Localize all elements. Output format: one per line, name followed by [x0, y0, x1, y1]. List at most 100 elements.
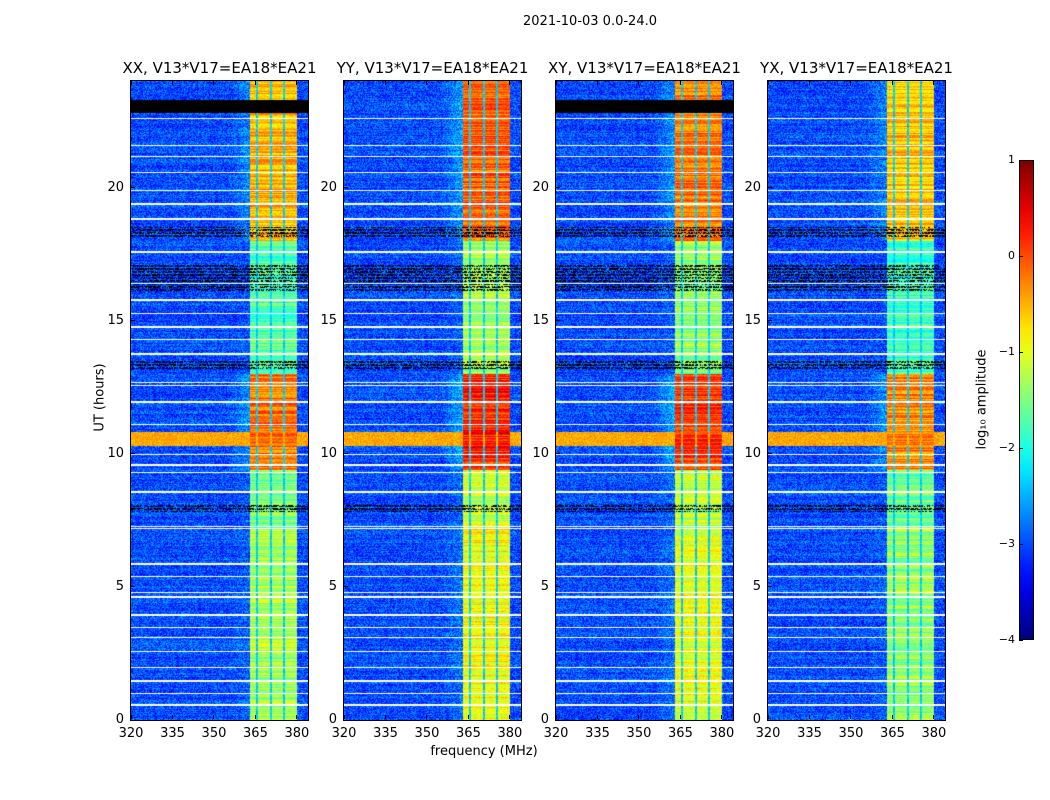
colorbar — [1019, 160, 1034, 640]
colorbar-tick-mark — [1019, 256, 1023, 257]
panel-title: YX, V13*V17=EA18*EA21 — [760, 59, 953, 77]
y-tick-mark — [344, 453, 348, 455]
x-tick-label: 380 — [497, 726, 523, 741]
y-tick-mark — [344, 719, 348, 721]
x-tick-mark — [467, 715, 469, 719]
x-tick-mark — [555, 715, 557, 719]
x-tick-mark — [891, 81, 893, 85]
x-tick-mark — [343, 715, 345, 719]
y-tick-label: 15 — [107, 312, 124, 328]
colorbar-tick-mark — [1019, 640, 1023, 641]
x-tick-mark — [130, 81, 132, 85]
x-tick-mark — [638, 715, 640, 719]
y-tick-label: 0 — [115, 712, 124, 727]
x-tick-label: 350 — [626, 726, 652, 741]
x-tick-label: 335 — [797, 726, 822, 741]
y-tick-mark — [131, 586, 135, 588]
x-tick-label: 380 — [284, 726, 310, 741]
x-tick-label: 320 — [755, 726, 781, 741]
colorbar-tick-mark — [1019, 352, 1023, 353]
x-tick-mark — [721, 81, 723, 85]
y-tick-mark — [131, 453, 135, 455]
x-tick-mark — [679, 715, 681, 719]
y-tick-mark — [768, 719, 772, 721]
x-tick-label: 365 — [456, 726, 481, 741]
heatmap-image — [768, 81, 945, 720]
colorbar-tick-label: 0 — [1008, 249, 1015, 262]
figure-title: 2021-10-03 0.0-24.0 — [523, 14, 657, 29]
y-tick-mark — [768, 187, 772, 188]
y-tick-mark — [768, 453, 772, 455]
x-tick-mark — [130, 715, 132, 719]
heatmap-panel: YX, V13*V17=EA18*EA21 320 335 350 365 380 0 5 10… — [744, 59, 952, 741]
x-tick-label: 365 — [668, 726, 693, 741]
y-tick-label: 0 — [328, 712, 337, 727]
x-tick-mark — [509, 81, 511, 85]
y-tick-mark — [131, 187, 135, 188]
y-tick-label: 5 — [115, 578, 124, 594]
x-tick-label: 380 — [921, 726, 947, 741]
y-tick-mark — [344, 187, 348, 188]
colorbar-tick-label: 1 — [1008, 153, 1015, 166]
x-tick-mark — [767, 715, 769, 719]
x-tick-label: 350 — [414, 726, 440, 741]
x-tick-mark — [296, 715, 298, 719]
y-tick-label: 20 — [107, 179, 124, 195]
panel-title: XY, V13*V17=EA18*EA21 — [548, 59, 741, 77]
x-tick-mark — [467, 81, 469, 85]
x-tick-mark — [254, 715, 256, 719]
x-tick-mark — [213, 81, 215, 85]
y-tick-label: 5 — [328, 578, 337, 594]
y-tick-mark — [556, 320, 560, 322]
heatmap-panel: YY, V13*V17=EA18*EA21 320 335 350 365 380 0 5 10… — [320, 59, 528, 741]
y-tick-label: 5 — [540, 578, 549, 594]
y-tick-mark — [768, 320, 772, 322]
x-tick-mark — [808, 715, 810, 719]
colorbar-tick-mark — [1019, 160, 1023, 161]
y-tick-label: 20 — [744, 179, 761, 195]
x-tick-label: 335 — [160, 726, 185, 741]
y-tick-label: 10 — [320, 445, 337, 461]
panel-title: XX, V13*V17=EA18*EA21 — [122, 59, 317, 77]
x-tick-mark — [343, 81, 345, 85]
heatmap-image — [556, 81, 733, 720]
x-tick-label: 380 — [709, 726, 735, 741]
x-tick-mark — [679, 81, 681, 85]
y-tick-mark — [556, 719, 560, 721]
x-tick-label: 320 — [543, 726, 569, 741]
x-axis-label: frequency (MHz) — [430, 744, 538, 759]
x-tick-mark — [891, 715, 893, 719]
x-tick-mark — [213, 715, 215, 719]
heatmap-panel: XX, V13*V17=EA18*EA21 320 335 350 365 380 0 5 10… — [107, 59, 316, 741]
colorbar-tick-label: −4 — [998, 633, 1015, 646]
heatmap-image — [131, 81, 308, 720]
y-tick-mark — [344, 586, 348, 588]
y-tick-label: 20 — [532, 179, 549, 195]
y-tick-mark — [556, 187, 560, 188]
y-tick-mark — [556, 453, 560, 455]
colorbar-tick-mark — [1019, 448, 1023, 449]
x-tick-mark — [721, 715, 723, 719]
colorbar-tick-label: −3 — [998, 537, 1015, 550]
colorbar-label: log₁₀ amplitude — [974, 349, 990, 450]
x-tick-mark — [596, 715, 598, 719]
y-axis-label: UT (hours) — [92, 363, 108, 432]
x-tick-mark — [254, 81, 256, 85]
y-tick-mark — [556, 586, 560, 588]
y-tick-label: 15 — [744, 312, 761, 328]
y-tick-label: 0 — [752, 712, 761, 727]
x-tick-label: 335 — [585, 726, 610, 741]
y-tick-mark — [768, 586, 772, 588]
x-tick-mark — [171, 81, 173, 85]
x-tick-label: 335 — [373, 726, 398, 741]
heatmap-panel: XY, V13*V17=EA18*EA21 320 335 350 365 380 0 5 10… — [532, 59, 740, 741]
x-tick-mark — [509, 715, 511, 719]
x-tick-mark — [767, 81, 769, 85]
x-tick-mark — [933, 715, 935, 719]
y-tick-label: 20 — [320, 179, 337, 195]
x-tick-label: 320 — [118, 726, 144, 741]
heatmap-image — [344, 81, 521, 720]
colorbar-tick-label: −1 — [998, 345, 1015, 358]
y-tick-label: 10 — [532, 445, 549, 461]
